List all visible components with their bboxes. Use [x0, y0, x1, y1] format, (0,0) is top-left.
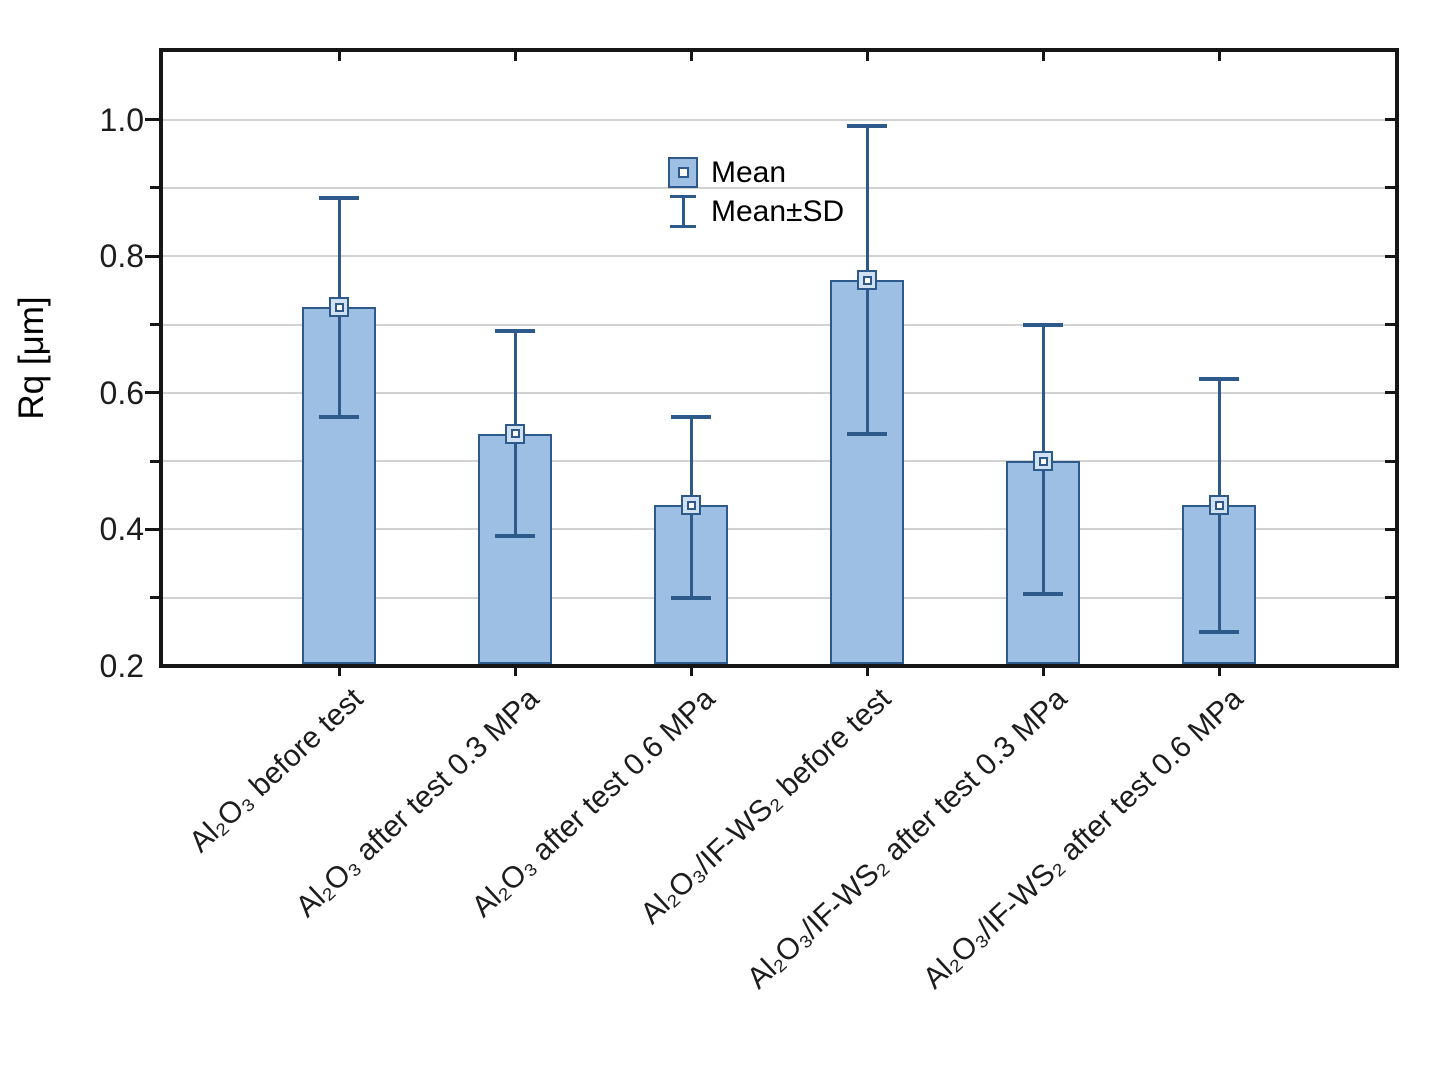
x-tick-label: Al₂O₃ before test	[183, 682, 370, 859]
y-axis-right-tick	[1385, 596, 1395, 600]
y-axis-left-tick	[145, 118, 159, 122]
y-tick-label: 0.2	[99, 648, 144, 684]
error-bar-cap-top	[319, 196, 359, 201]
mean-marker-inner	[1038, 456, 1048, 466]
mean-marker-inner	[334, 302, 344, 312]
error-bar-cap-bottom	[847, 431, 887, 436]
mean-marker-inner	[510, 429, 520, 439]
y-tick-label: 0.6	[99, 374, 144, 411]
error-bar-cap-top	[495, 329, 535, 334]
error-bar-cap-bottom	[1023, 592, 1063, 597]
legend-ibeam-glyph	[670, 195, 696, 228]
y-tick-label: 0.8	[99, 238, 144, 275]
y-axis-right-tick	[1385, 254, 1395, 258]
legend: Mean Mean±SD	[663, 153, 844, 231]
error-bar-icon	[663, 195, 703, 228]
mean-marker-inner	[1214, 500, 1224, 510]
plot-inner-layer	[163, 52, 1395, 664]
error-bar-cap-bottom	[1199, 629, 1239, 634]
y-axis-right-tick	[1385, 323, 1395, 326]
mean-marker-inner	[862, 275, 872, 285]
gridline	[163, 186, 1395, 189]
plot-area: Mean Mean±SD	[159, 48, 1399, 668]
legend-square-outer	[668, 157, 698, 188]
mean-marker	[1033, 451, 1053, 472]
error-bar-cap-bottom	[495, 534, 535, 539]
x-axis-bottom-tick	[689, 668, 693, 676]
y-axis-left-tick	[145, 254, 159, 258]
gridline	[163, 391, 1395, 394]
y-axis-left-tick	[150, 459, 159, 463]
mean-marker	[857, 270, 877, 291]
x-axis-bottom-tick	[513, 668, 517, 676]
y-axis-left-tick	[145, 527, 159, 531]
error-bar-cap-top	[1023, 322, 1063, 327]
x-axis-top-tick	[1217, 52, 1221, 61]
gridline	[163, 528, 1395, 531]
mean-marker	[1209, 495, 1229, 516]
x-axis-bottom-tick	[865, 668, 869, 676]
y-axis-right-tick	[1385, 527, 1395, 531]
mean-marker	[505, 423, 525, 444]
y-axis-left-tick	[150, 596, 159, 600]
legend-mean-label: Mean	[711, 155, 787, 189]
x-axis-top-tick	[1041, 52, 1045, 61]
x-axis-bottom-tick	[337, 668, 341, 676]
legend-square-inner	[677, 167, 689, 178]
y-axis-title: Rq [μm]	[12, 296, 51, 420]
mean-marker-icon	[663, 157, 703, 188]
x-axis-bottom-tick	[1217, 668, 1221, 676]
gridline	[163, 118, 1395, 121]
y-axis-left-tick	[150, 323, 159, 326]
y-tick-label: 0.4	[99, 511, 144, 548]
y-axis-right-tick	[1385, 118, 1395, 122]
legend-ibeam-part	[681, 195, 685, 228]
y-axis-left-tick	[145, 391, 159, 395]
mean-marker	[329, 297, 349, 318]
mean-marker	[681, 495, 701, 516]
error-bar-cap-top	[1199, 377, 1239, 382]
mean-marker-inner	[686, 500, 696, 510]
x-axis-top-tick	[337, 52, 341, 61]
y-tick-label: 1.0	[99, 101, 144, 138]
error-bar-cap-top	[847, 124, 887, 129]
error-bar-cap-top	[671, 414, 711, 419]
x-axis-top-tick	[513, 52, 517, 61]
legend-row-mean: Mean	[663, 153, 844, 192]
legend-sd-label: Mean±SD	[711, 194, 845, 228]
legend-row-sd: Mean±SD	[663, 192, 844, 231]
y-axis-right-tick	[1385, 391, 1395, 395]
y-axis-right-tick	[1385, 459, 1395, 463]
x-axis-bottom-tick	[1041, 668, 1045, 676]
x-tick-label: Al₂O₃/IF-WS₂ after test 0.6 MPa	[916, 682, 1250, 996]
error-bar-cap-bottom	[319, 414, 359, 419]
y-axis-left-tick	[150, 186, 159, 190]
gridline	[163, 255, 1395, 258]
x-tick-label: Al₂O₃/IF-WS₂ after test 0.3 MPa	[740, 682, 1074, 996]
y-axis-right-tick	[1385, 186, 1395, 190]
bar	[830, 280, 904, 664]
gridline	[163, 323, 1395, 326]
x-axis-top-tick	[689, 52, 693, 61]
error-bar-cap-bottom	[671, 595, 711, 600]
x-axis-top-tick	[865, 52, 869, 61]
gridline	[163, 460, 1395, 463]
gridline	[163, 596, 1395, 599]
